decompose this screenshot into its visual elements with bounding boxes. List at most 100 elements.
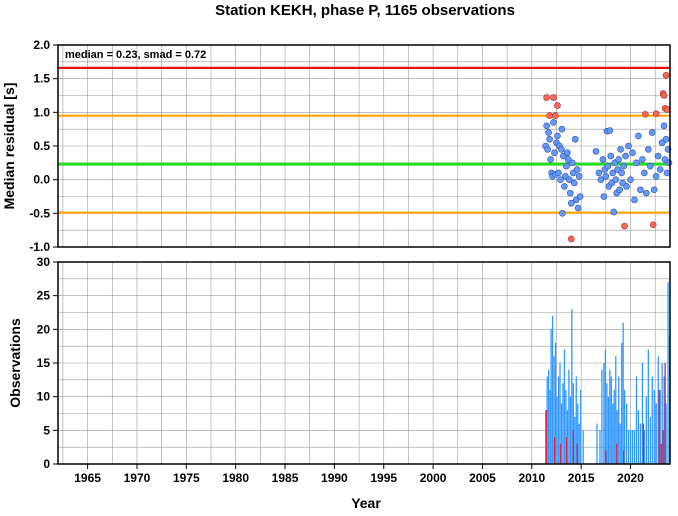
observation-bar bbox=[568, 369, 570, 464]
observation-bar bbox=[569, 396, 572, 464]
outlier-point bbox=[652, 110, 660, 117]
outlier-bar bbox=[662, 430, 664, 464]
x-tick-label: 1990 bbox=[321, 471, 348, 485]
observation-bar bbox=[615, 356, 617, 464]
y-tick-label: 2.0 bbox=[33, 38, 50, 52]
observation-bar bbox=[622, 322, 624, 464]
outlier-bar bbox=[572, 430, 574, 464]
observation-bar bbox=[610, 376, 612, 464]
residual-point bbox=[551, 149, 558, 157]
residual-point bbox=[617, 146, 624, 153]
observation-bar bbox=[559, 363, 561, 464]
observation-bar bbox=[550, 329, 552, 464]
y-tick-label: 30 bbox=[37, 255, 51, 269]
outlier-point bbox=[546, 112, 553, 119]
y-tick-label: 1.0 bbox=[33, 105, 50, 119]
observation-bar bbox=[562, 383, 564, 464]
residual-point bbox=[604, 162, 612, 170]
residual-point bbox=[618, 169, 625, 177]
observation-bar bbox=[655, 403, 657, 464]
residual-point bbox=[570, 179, 578, 187]
residual-point bbox=[545, 129, 552, 136]
residual-point bbox=[648, 129, 656, 136]
observation-bar bbox=[549, 389, 551, 464]
residual-point bbox=[567, 199, 575, 207]
observation-bar bbox=[553, 356, 555, 464]
residual-point bbox=[547, 156, 554, 163]
x-tick-label: 2015 bbox=[568, 471, 595, 485]
year-x-ticks: 1965 1970 1975 1980 1985 1990 1995 2000 2005 2010… bbox=[74, 464, 644, 485]
residual-point bbox=[544, 146, 551, 153]
observation-bar bbox=[551, 315, 554, 464]
observation-bar bbox=[633, 430, 636, 464]
x-tick-label: 2020 bbox=[617, 471, 644, 485]
residual-point bbox=[573, 166, 581, 173]
residual-point bbox=[660, 122, 668, 130]
observation-bar bbox=[601, 369, 603, 464]
residual-point bbox=[620, 162, 627, 170]
outlier-point bbox=[662, 72, 670, 79]
y-tick-label: 15 bbox=[37, 356, 51, 370]
residual-point bbox=[559, 210, 566, 217]
y-tick-label: 10 bbox=[37, 390, 51, 404]
observation-bar bbox=[645, 396, 648, 464]
observation-bar bbox=[557, 376, 560, 464]
outlier-bar bbox=[565, 437, 568, 464]
residual-point bbox=[563, 162, 570, 170]
residual-point bbox=[606, 127, 614, 134]
residual-point bbox=[561, 183, 568, 190]
observation-bar bbox=[635, 376, 638, 464]
outlier-point bbox=[554, 102, 561, 109]
outlier-bar bbox=[553, 437, 556, 464]
y-tick-label: 0.0 bbox=[33, 173, 50, 187]
y-tick-label: 5 bbox=[43, 423, 50, 437]
residual-y-ticks: -1.0 -0.5 0.0 0.5 1.0 1.5 2.0 bbox=[29, 38, 58, 254]
observation-bar bbox=[599, 430, 601, 464]
observation-bar bbox=[627, 430, 630, 464]
outlier-point bbox=[660, 92, 668, 99]
x-tick-label: 1985 bbox=[272, 471, 299, 485]
observation-bar bbox=[545, 410, 547, 464]
observation-bar bbox=[647, 349, 649, 464]
residual-point bbox=[641, 169, 648, 177]
residual-point bbox=[595, 169, 603, 177]
observation-bar bbox=[641, 363, 644, 464]
residual-points bbox=[542, 72, 673, 243]
residual-point bbox=[639, 156, 646, 163]
residual-point bbox=[602, 173, 610, 180]
residual-point bbox=[635, 132, 642, 140]
residual-point bbox=[652, 173, 660, 180]
observation-bar bbox=[596, 423, 598, 464]
x-tick-label: 1995 bbox=[370, 471, 397, 485]
outlier-bar bbox=[658, 389, 660, 464]
residual-point bbox=[637, 186, 644, 194]
outlier-bar bbox=[660, 443, 662, 464]
y-tick-label: 1.5 bbox=[33, 72, 50, 86]
residual-point bbox=[627, 176, 634, 183]
residual-point bbox=[631, 196, 638, 204]
observations-y-axis-label: Observations bbox=[7, 318, 23, 408]
x-tick-label: 2005 bbox=[469, 471, 496, 485]
residual-point bbox=[615, 156, 622, 163]
residual-point bbox=[644, 146, 652, 153]
x-tick-label: 1980 bbox=[222, 471, 249, 485]
observation-bar bbox=[657, 356, 659, 464]
residual-point bbox=[566, 176, 573, 183]
outlier-point bbox=[649, 221, 657, 229]
residual-point bbox=[609, 169, 617, 177]
observation-bar bbox=[613, 389, 615, 464]
observations-panel: 0 5 10 15 20 25 30 1965 1970 1975 1980 1985 1990 199… bbox=[7, 255, 671, 511]
outlier-bar bbox=[559, 443, 562, 464]
observation-bar bbox=[643, 430, 646, 464]
observation-bar bbox=[631, 430, 634, 464]
observation-bar bbox=[637, 410, 640, 464]
y-tick-label: 25 bbox=[37, 289, 51, 303]
observation-bar bbox=[659, 389, 661, 464]
observation-bars bbox=[545, 282, 671, 464]
observation-bar bbox=[649, 416, 651, 464]
residual-point bbox=[612, 176, 620, 183]
outlier-bar bbox=[623, 450, 625, 464]
x-tick-label: 1975 bbox=[173, 471, 200, 485]
residual-point bbox=[574, 204, 582, 212]
residual-point bbox=[558, 146, 565, 153]
